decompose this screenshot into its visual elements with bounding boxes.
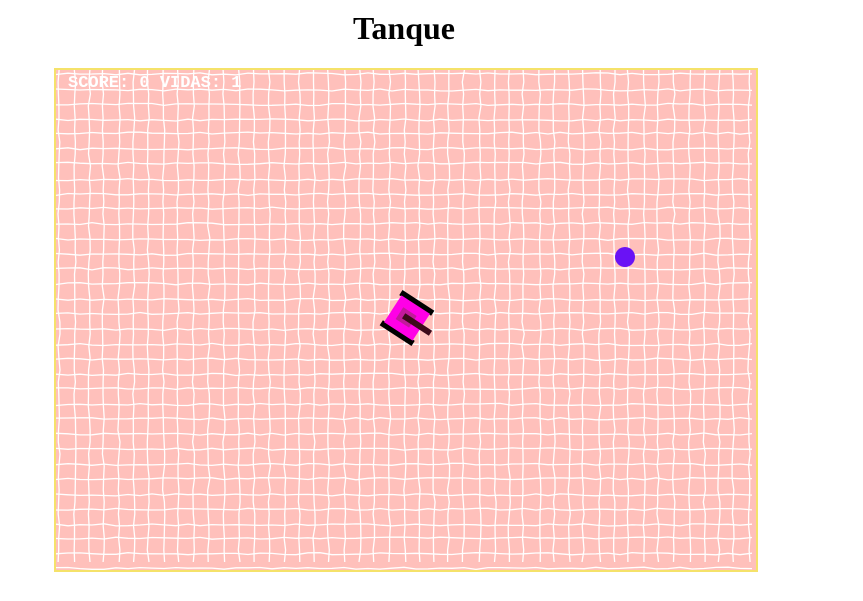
- grid-line-horizontal: [56, 267, 753, 271]
- score-label: SCORE:: [68, 74, 130, 93]
- grid-line-horizontal: [56, 88, 753, 92]
- lives-label: VIDAS:: [159, 74, 222, 93]
- grid-line-vertical: [57, 70, 61, 563]
- grid-line-horizontal: [56, 131, 753, 135]
- grid-line-horizontal: [56, 507, 753, 511]
- tank-cannon: [402, 313, 433, 336]
- page-title: Tanque: [353, 10, 455, 46]
- grid-line-vertical: [237, 70, 241, 563]
- grid-line-vertical: [432, 70, 436, 563]
- grid-line-horizontal: [56, 72, 753, 76]
- grid-line-horizontal: [56, 342, 753, 347]
- grid-line-horizontal: [56, 402, 753, 407]
- enemy-ball: [615, 247, 635, 267]
- grid-line-vertical: [312, 70, 316, 563]
- grid-line-vertical: [342, 70, 347, 563]
- grid-line-vertical: [626, 70, 631, 563]
- grid-line-vertical: [612, 70, 616, 563]
- game-canvas[interactable]: SCORE: 0 VIDAS: 1: [54, 68, 758, 572]
- player-tank: [379, 290, 435, 346]
- grid-line-vertical: [598, 70, 602, 563]
- grid-line-vertical: [493, 70, 497, 563]
- grid-line-horizontal: [56, 192, 753, 197]
- grid-line-horizontal: [56, 523, 753, 527]
- grid-line-vertical: [101, 70, 105, 563]
- tank-track-right: [379, 320, 415, 346]
- grid-line-vertical: [478, 70, 482, 563]
- grid-line-vertical: [446, 70, 451, 562]
- grid-line-vertical: [747, 70, 751, 563]
- grid-line-horizontal: [56, 161, 752, 166]
- grid-line-horizontal: [56, 493, 753, 497]
- grid-background: [56, 70, 753, 570]
- grid-line-vertical: [687, 70, 692, 563]
- grid-line-horizontal: [56, 118, 753, 122]
- grid-line-horizontal: [56, 221, 753, 226]
- grid-line-horizontal: [56, 447, 752, 451]
- grid-line-vertical: [207, 70, 211, 563]
- grid-line-horizontal: [56, 206, 753, 210]
- grid-line-vertical: [117, 70, 121, 563]
- grid-line-horizontal: [56, 432, 753, 436]
- grid-line-vertical: [297, 70, 302, 563]
- grid-line-horizontal: [56, 147, 753, 151]
- grid-line-horizontal: [56, 566, 753, 570]
- grid-line-vertical: [326, 70, 331, 563]
- grid-line-horizontal: [56, 477, 753, 481]
- sprite-layer: [379, 247, 635, 346]
- grid-line-vertical: [581, 70, 585, 563]
- grid-line-horizontal: [56, 462, 753, 467]
- grid-line-horizontal: [56, 177, 753, 182]
- grid-line-horizontal: [56, 252, 753, 256]
- grid-line-vertical: [552, 70, 556, 563]
- grid-line-horizontal: [56, 416, 753, 421]
- grid-line-vertical: [252, 70, 256, 563]
- grid-line-horizontal: [56, 357, 753, 361]
- grid-line-vertical: [372, 70, 376, 563]
- grid-line-horizontal: [56, 102, 753, 107]
- tank-track-left: [399, 290, 435, 316]
- grid-line-vertical: [717, 70, 721, 563]
- grid-line-vertical: [461, 70, 466, 563]
- grid-line-vertical: [656, 70, 660, 563]
- grid-line-vertical: [731, 70, 735, 563]
- grid-line-horizontal: [56, 282, 753, 286]
- grid-line-vertical: [283, 70, 287, 563]
- grid-line-horizontal: [56, 237, 753, 242]
- grid-line-vertical: [538, 70, 542, 563]
- grid-line-vertical: [146, 70, 150, 563]
- grid-line-vertical: [132, 70, 136, 563]
- grid-line-vertical: [267, 70, 272, 563]
- grid-line-horizontal: [56, 551, 753, 556]
- grid-line-vertical: [73, 70, 77, 563]
- grid-line-vertical: [702, 70, 707, 562]
- grid-line-vertical: [191, 70, 196, 563]
- grid-line-vertical: [567, 70, 571, 563]
- hud: SCORE: 0 VIDAS: 1: [68, 74, 241, 94]
- grid-line-horizontal: [56, 536, 753, 540]
- grid-line-horizontal: [56, 372, 753, 377]
- lives-value: 1: [231, 74, 242, 93]
- grid-line-vertical: [161, 70, 166, 563]
- grid-line-vertical: [521, 70, 525, 563]
- grid-line-vertical: [176, 70, 180, 563]
- score-value: 0: [139, 74, 150, 93]
- grid-line-horizontal: [56, 386, 753, 391]
